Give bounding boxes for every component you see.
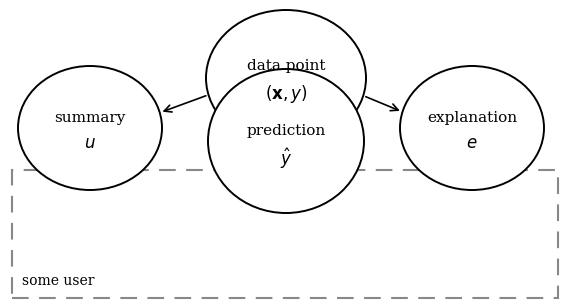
Ellipse shape (400, 66, 544, 190)
Text: prediction: prediction (247, 124, 325, 138)
Text: $(\mathbf{x}, y)$: $(\mathbf{x}, y)$ (265, 83, 307, 105)
Text: $\hat{y}$: $\hat{y}$ (280, 147, 292, 171)
Text: $e$: $e$ (466, 135, 478, 151)
Text: data point: data point (247, 59, 325, 73)
Ellipse shape (208, 69, 364, 213)
Text: summary: summary (54, 111, 126, 125)
Text: some user: some user (22, 274, 94, 288)
Ellipse shape (206, 10, 366, 146)
Text: $u$: $u$ (84, 135, 96, 151)
Text: explanation: explanation (427, 111, 517, 125)
Ellipse shape (18, 66, 162, 190)
